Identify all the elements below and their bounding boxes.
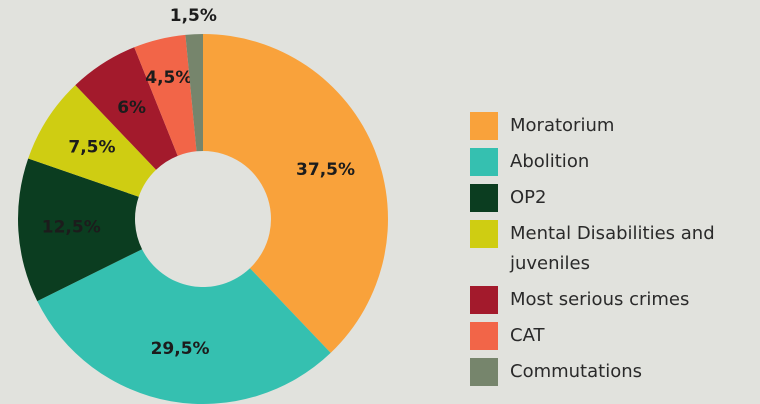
legend-label: Mental Disabilities and juveniles	[509, 223, 715, 274]
data-label: 37,5%	[296, 160, 355, 180]
legend-label: Moratorium	[510, 115, 614, 136]
legend-label: Most serious crimes	[510, 289, 689, 310]
legend-label: CAT	[510, 325, 545, 346]
donut-slice	[28, 85, 157, 197]
legend-swatch	[470, 220, 498, 248]
donut-slice	[134, 34, 197, 156]
legend-swatch	[470, 358, 498, 386]
legend-swatch	[470, 322, 498, 350]
legend-label: Commutations	[510, 361, 642, 382]
legend-swatch	[470, 112, 498, 140]
donut-slice	[203, 34, 388, 353]
donut-slice	[75, 47, 178, 170]
donut-slice	[185, 34, 203, 152]
donut-slice	[17, 158, 143, 302]
legend-swatch	[470, 286, 498, 314]
data-label: 7,5%	[68, 138, 115, 158]
data-label: 29,5%	[151, 339, 210, 359]
legend-swatch	[470, 184, 498, 212]
data-label: 1,5%	[170, 6, 217, 26]
donut-slice	[37, 249, 331, 404]
legend-label: Abolition	[510, 151, 589, 172]
data-label: 4,5%	[145, 68, 192, 88]
data-label: 12,5%	[42, 217, 101, 237]
data-label: 6%	[117, 98, 146, 118]
legend-swatch	[470, 148, 498, 176]
legend-label: OP2	[510, 187, 546, 208]
